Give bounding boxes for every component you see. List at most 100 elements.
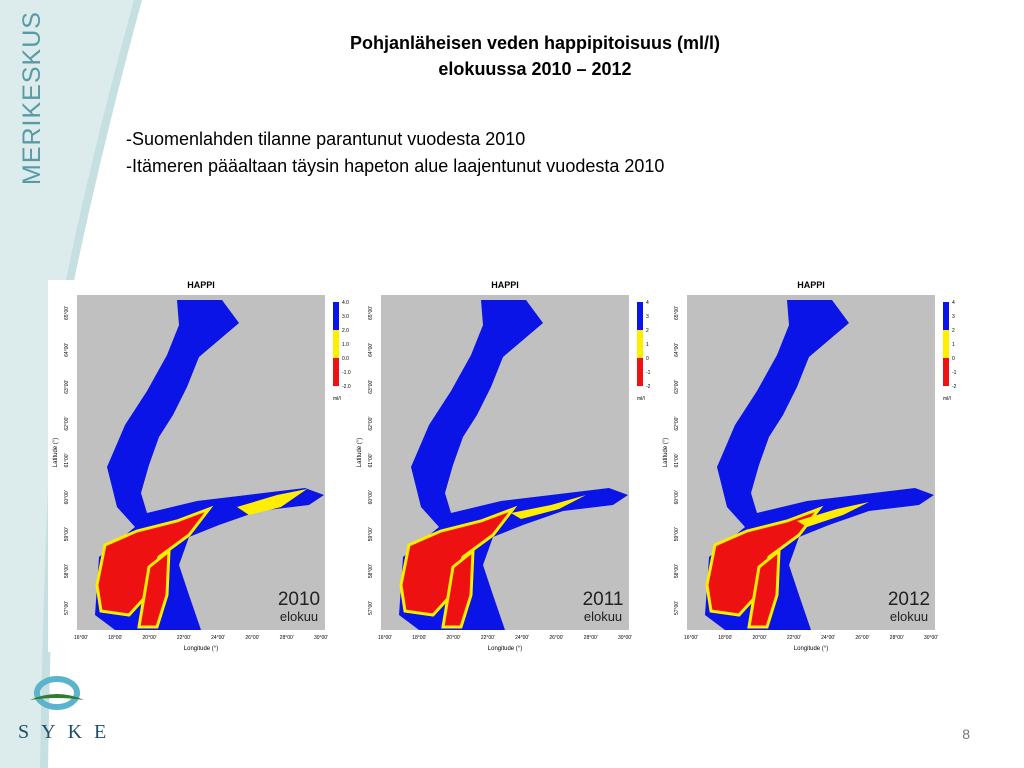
x-tick-label: 24°00' bbox=[515, 635, 529, 641]
legend-label: 4.0 bbox=[342, 300, 349, 306]
title-line: Pohjanläheisen veden happipitoisuus (ml/… bbox=[349, 33, 721, 53]
legend-label: -2 bbox=[646, 384, 651, 390]
y-tick-label: 62°00' bbox=[368, 417, 374, 431]
y-tick-label: 57°00' bbox=[368, 601, 374, 615]
y-tick-label: 60°00' bbox=[674, 490, 680, 504]
bullets: -Suomenlahden tilanne parantunut vuodest… bbox=[126, 126, 664, 180]
legend-swatch bbox=[333, 344, 339, 358]
y-tick-label: 57°00' bbox=[64, 601, 70, 615]
maps: HAPPI2010elokuu4.03.02.01.00.0-1.0-2.0ml… bbox=[48, 280, 958, 652]
legend-label: 2.0 bbox=[342, 328, 349, 334]
y-tick-label: 59°00' bbox=[674, 527, 680, 541]
x-tick-label: 22°00' bbox=[481, 635, 495, 641]
map-year: 2011 bbox=[583, 589, 624, 610]
map-month: elokuu bbox=[280, 609, 318, 624]
y-tick-label: 58°00' bbox=[368, 564, 374, 578]
legend-label: 2 bbox=[952, 328, 955, 334]
legend-label: 1 bbox=[646, 342, 649, 348]
legend-label: 1.0 bbox=[342, 342, 349, 348]
map-year: 2010 bbox=[278, 589, 320, 610]
legend-swatch bbox=[637, 344, 643, 358]
title-line: elokuussa 2010 – 2012 bbox=[438, 59, 632, 79]
y-tick-label: 64°00' bbox=[64, 343, 70, 357]
x-tick-label: 26°00' bbox=[549, 635, 563, 641]
x-axis-label: Longitude (°) bbox=[794, 646, 828, 652]
legend-label: 0 bbox=[646, 356, 649, 362]
y-tick-label: 63°00' bbox=[64, 380, 70, 394]
legend-swatch bbox=[637, 330, 643, 344]
legend-label: 4 bbox=[952, 300, 955, 306]
y-tick-label: 62°00' bbox=[64, 417, 70, 431]
map-title: HAPPI bbox=[797, 280, 825, 290]
legend-label: -1.0 bbox=[342, 370, 351, 376]
legend-swatch bbox=[333, 358, 339, 372]
x-tick-label: 20°00' bbox=[143, 635, 157, 641]
legend-swatch bbox=[943, 358, 949, 372]
legend-swatch bbox=[333, 372, 339, 386]
x-tick-label: 22°00' bbox=[787, 635, 801, 641]
x-tick-label: 28°00' bbox=[280, 635, 294, 641]
legend-swatch bbox=[637, 302, 643, 316]
y-tick-label: 61°00' bbox=[64, 453, 70, 467]
y-tick-label: 57°00' bbox=[674, 601, 680, 615]
legend-label: -2.0 bbox=[342, 384, 351, 390]
legend-label: 0.0 bbox=[342, 356, 349, 362]
anoxic-area bbox=[747, 547, 781, 629]
x-tick-label: 16°00' bbox=[74, 635, 88, 641]
y-tick-label: 60°00' bbox=[368, 490, 374, 504]
map-month: elokuu bbox=[584, 609, 622, 624]
low-oxygen-area bbox=[797, 502, 869, 527]
bullet: -Itämeren pääaltaan täysin hapeton alue … bbox=[126, 156, 665, 176]
y-tick-label: 58°00' bbox=[674, 564, 680, 578]
logo-text: SYKE bbox=[18, 721, 119, 743]
x-tick-label: 30°00' bbox=[618, 635, 632, 641]
legend-label: 2 bbox=[646, 328, 649, 334]
legend-swatch bbox=[637, 358, 643, 372]
title: Pohjanläheisen veden happipitoisuus (ml/… bbox=[200, 30, 870, 82]
y-tick-label: 59°00' bbox=[368, 527, 374, 541]
sidebar-band bbox=[0, 0, 142, 768]
legend-swatch bbox=[943, 302, 949, 316]
y-tick-label: 63°00' bbox=[674, 380, 680, 394]
legend-unit: ml/l bbox=[637, 396, 645, 402]
legend-label: 1 bbox=[952, 342, 955, 348]
legend-swatch bbox=[333, 302, 339, 316]
y-tick-label: 58°00' bbox=[64, 564, 70, 578]
legend-swatch bbox=[943, 330, 949, 344]
y-axis-label: Latitude (°) bbox=[53, 438, 59, 467]
x-tick-label: 16°00' bbox=[378, 635, 392, 641]
legend-label: -1 bbox=[952, 370, 957, 376]
legend-swatch bbox=[943, 316, 949, 330]
map-year: 2012 bbox=[888, 589, 930, 610]
legend-label: 4 bbox=[646, 300, 649, 306]
map-title: HAPPI bbox=[187, 280, 215, 290]
y-tick-label: 64°00' bbox=[674, 343, 680, 357]
y-tick-label: 62°00' bbox=[674, 417, 680, 431]
y-tick-label: 61°00' bbox=[368, 453, 374, 467]
anoxic-area bbox=[137, 547, 171, 629]
syke-icon bbox=[30, 676, 84, 710]
x-tick-label: 18°00' bbox=[412, 635, 426, 641]
page-number: 8 bbox=[962, 726, 970, 742]
y-tick-label: 65°00' bbox=[64, 306, 70, 320]
legend-unit: ml/l bbox=[333, 396, 341, 402]
map-title: HAPPI bbox=[491, 280, 519, 290]
y-tick-label: 63°00' bbox=[368, 380, 374, 394]
x-tick-label: 24°00' bbox=[821, 635, 835, 641]
y-axis-label: Latitude (°) bbox=[663, 438, 669, 467]
legend-unit: ml/l bbox=[943, 396, 951, 402]
legend-label: 3.0 bbox=[342, 314, 349, 320]
legend-label: 3 bbox=[952, 314, 955, 320]
legend-label: -2 bbox=[952, 384, 957, 390]
x-tick-label: 20°00' bbox=[447, 635, 461, 641]
anoxic-area bbox=[441, 547, 475, 629]
y-tick-label: 61°00' bbox=[674, 453, 680, 467]
low-oxygen-area bbox=[237, 489, 307, 515]
x-tick-label: 22°00' bbox=[177, 635, 191, 641]
legend-label: 0 bbox=[952, 356, 955, 362]
legend-swatch bbox=[943, 344, 949, 358]
